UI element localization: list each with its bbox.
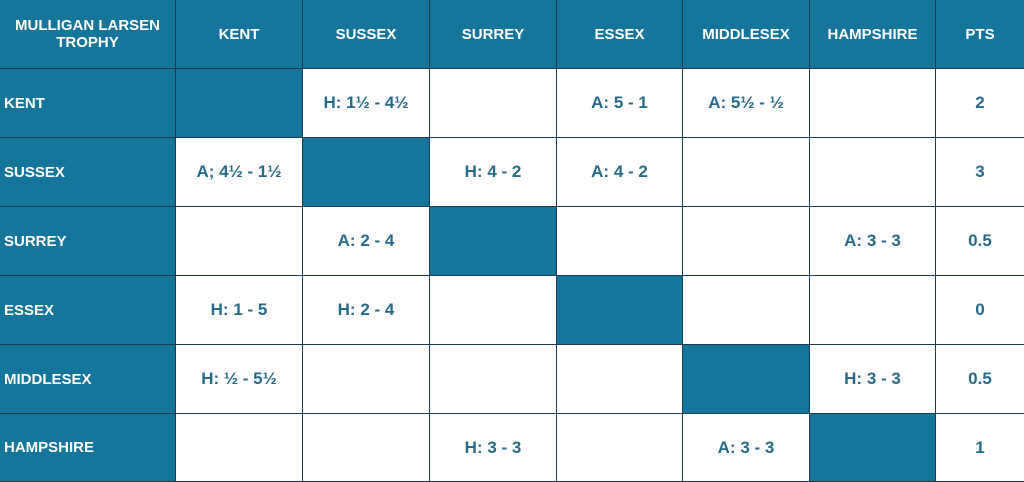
result-cell: H: 2 - 4 [303, 276, 430, 345]
result-cell [430, 69, 557, 138]
result-cell [683, 276, 810, 345]
result-cell [810, 138, 936, 207]
result-cell: H: 1 - 5 [176, 276, 303, 345]
header-cell: SUSSEX [303, 0, 430, 69]
result-cell [430, 345, 557, 414]
result-cell [303, 345, 430, 414]
header-cell: KENT [176, 0, 303, 69]
result-cell [176, 207, 303, 276]
result-cell: H: ½ - 5½ [176, 345, 303, 414]
diagonal-cell [176, 69, 303, 138]
row-label: SURREY [0, 207, 176, 276]
diagonal-cell [303, 138, 430, 207]
result-cell [557, 345, 683, 414]
result-cell [810, 69, 936, 138]
result-cell: H: 3 - 3 [810, 345, 936, 414]
result-cell [303, 414, 430, 482]
header-cell: HAMPSHIRE [810, 0, 936, 69]
header-cell: ESSEX [557, 0, 683, 69]
points-cell: 0 [936, 276, 1024, 345]
result-cell [176, 414, 303, 482]
result-cell: A: 3 - 3 [683, 414, 810, 482]
points-cell: 1 [936, 414, 1024, 482]
result-cell: A: 3 - 3 [810, 207, 936, 276]
result-cell [557, 207, 683, 276]
header-cell: PTS [936, 0, 1024, 69]
diagonal-cell [683, 345, 810, 414]
header-cell: MULLIGAN LARSEN TROPHY [0, 0, 176, 69]
points-cell: 0.5 [936, 345, 1024, 414]
result-cell [683, 207, 810, 276]
row-label: KENT [0, 69, 176, 138]
points-cell: 0.5 [936, 207, 1024, 276]
row-label: HAMPSHIRE [0, 414, 176, 482]
result-cell: A: 5½ - ½ [683, 69, 810, 138]
diagonal-cell [810, 414, 936, 482]
points-cell: 3 [936, 138, 1024, 207]
result-cell [810, 276, 936, 345]
diagonal-cell [430, 207, 557, 276]
points-cell: 2 [936, 69, 1024, 138]
row-label: MIDDLESEX [0, 345, 176, 414]
result-cell: H: 4 - 2 [430, 138, 557, 207]
result-cell: A: 4 - 2 [557, 138, 683, 207]
result-cell [683, 138, 810, 207]
result-cell: A; 4½ - 1½ [176, 138, 303, 207]
result-cell: H: 3 - 3 [430, 414, 557, 482]
header-cell: MIDDLESEX [683, 0, 810, 69]
result-cell [430, 276, 557, 345]
result-cell [557, 414, 683, 482]
result-cell: A: 2 - 4 [303, 207, 430, 276]
header-cell: SURREY [430, 0, 557, 69]
row-label: SUSSEX [0, 138, 176, 207]
row-label: ESSEX [0, 276, 176, 345]
diagonal-cell [557, 276, 683, 345]
result-cell: H: 1½ - 4½ [303, 69, 430, 138]
result-cell: A: 5 - 1 [557, 69, 683, 138]
